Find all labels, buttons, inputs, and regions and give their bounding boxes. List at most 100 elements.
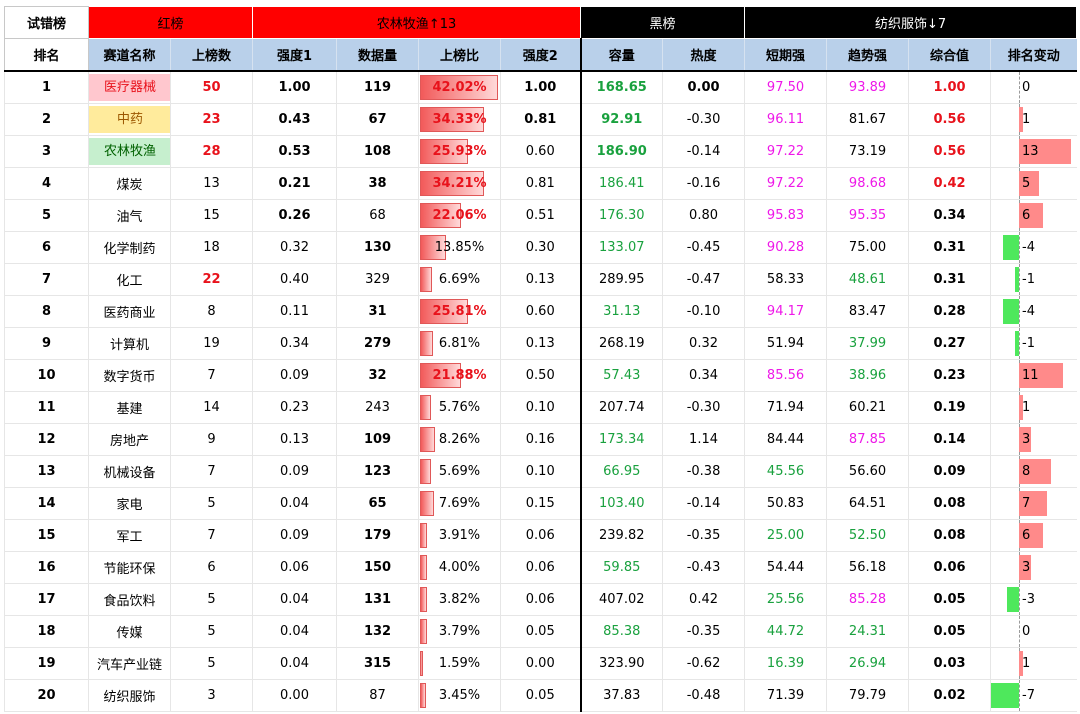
strength1-cell: 0.04 [252, 487, 337, 520]
heat-cell-value: -0.45 [686, 240, 721, 255]
short-strength-cell-value: 44.72 [766, 624, 805, 639]
rank-cell: 12 [4, 423, 89, 456]
table-row: 20 纺织服饰 3 0.00 87 3.45% 0.05 37.83 -0.48 71.39 79.… [4, 679, 1077, 712]
board-header-row: 试错榜 红榜 农林牧渔↑13 黑榜 纺织服饰↓7 [4, 6, 1078, 39]
strength2-cell-value: 0.10 [525, 464, 555, 479]
data-volume-cell-value: 315 [363, 656, 392, 671]
count-cell: 28 [169, 135, 253, 168]
rank-change-value: -1 [1022, 336, 1035, 351]
rank-change-value: 13 [1022, 144, 1039, 159]
composite-cell-value: 0.05 [933, 592, 966, 607]
count-cell-value: 50 [202, 80, 221, 95]
heat-cell: -0.48 [662, 679, 745, 712]
data-volume-cell: 68 [336, 199, 419, 232]
heat-cell-value: -0.14 [686, 144, 721, 159]
table-row: 5 油气 15 0.26 68 22.06% 0.51 176.30 0.80 95.83 95.3… [4, 199, 1077, 232]
rank-change-axis [1019, 584, 1021, 615]
heat-cell-value: 0.80 [689, 208, 718, 223]
sector-name-cell: 机械设备 [88, 455, 171, 488]
sector-name-cell-value: 煤炭 [116, 178, 143, 193]
data-volume-cell: 38 [336, 167, 419, 200]
strength2-cell-value: 0.60 [525, 144, 555, 159]
ratio-cell-value: 3.82% [438, 592, 481, 607]
rank-cell-value: 13 [37, 464, 56, 479]
rank-change-value: 0 [1022, 80, 1031, 95]
strength1-cell-value: 0.06 [280, 560, 309, 575]
strength2-cell: 0.51 [500, 199, 581, 232]
trend-strength-cell-value: 83.47 [848, 304, 887, 319]
sector-name-cell-value: 化工 [116, 274, 143, 289]
capacity-cell: 186.41 [579, 167, 663, 200]
count-cell-value: 15 [203, 208, 220, 223]
rank-cell-value: 15 [37, 528, 56, 543]
data-volume-cell: 329 [336, 263, 419, 296]
strength1-cell-value: 0.13 [280, 432, 309, 447]
heat-cell: -0.35 [662, 615, 745, 648]
composite-cell-value: 1.00 [933, 80, 966, 95]
strength2-cell-value: 0.06 [525, 592, 555, 607]
ratio-cell-value: 34.33% [432, 112, 487, 127]
short-strength-cell-value: 50.83 [766, 496, 805, 511]
composite-cell: 0.02 [908, 679, 991, 712]
rank-change-value: -1 [1022, 272, 1035, 287]
count-cell: 5 [169, 615, 253, 648]
strength2-cell-value: 0.50 [525, 368, 555, 383]
rank-change-bar [1019, 427, 1032, 452]
composite-cell-value: 0.42 [933, 176, 966, 191]
rank-change-axis [1019, 680, 1021, 711]
rank-cell: 18 [4, 615, 89, 648]
strength1-cell: 0.04 [252, 583, 337, 616]
count-cell-value: 5 [207, 656, 216, 671]
capacity-cell: 133.07 [579, 231, 663, 264]
trend-strength-cell-value: 81.67 [848, 112, 887, 127]
sector-name-cell: 数字货币 [88, 359, 171, 392]
rank-cell-value: 19 [37, 656, 56, 671]
strength2-cell: 0.06 [500, 551, 581, 584]
composite-cell: 1.00 [908, 71, 991, 104]
sector-name-cell: 基建 [88, 391, 171, 424]
short-strength-cell-value: 58.33 [766, 272, 805, 287]
composite-cell-value: 0.31 [933, 272, 966, 287]
trend-strength-cell: 56.60 [826, 455, 909, 488]
table-row: 1 医疗器械 50 1.00 119 42.02% 1.00 168.65 0.00 97.50 9… [4, 71, 1077, 104]
rank-change-cell: 3 [990, 551, 1077, 584]
capacity-cell-value: 407.02 [599, 592, 645, 607]
composite-cell-value: 0.28 [933, 304, 966, 319]
strength2-cell-value: 0.30 [525, 240, 555, 255]
sector-name-cell-value: 基建 [116, 402, 143, 417]
rank-change-cell: 11 [990, 359, 1077, 392]
heat-cell-value: 0.34 [689, 368, 718, 383]
count-cell-value: 5 [207, 496, 216, 511]
rank-change-axis [1019, 72, 1021, 103]
black-board-label: 黑榜 [580, 6, 746, 39]
strength1-cell-value: 1.00 [278, 80, 311, 95]
sector-name-cell: 房地产 [88, 423, 171, 456]
composite-cell: 0.09 [908, 455, 991, 488]
composite-cell-value: 0.02 [933, 688, 966, 703]
composite-cell-value: 0.56 [933, 144, 966, 159]
ratio-cell: 3.91% [418, 519, 501, 552]
strength2-cell: 0.81 [500, 103, 581, 136]
data-volume-cell: 87 [336, 679, 419, 712]
trend-strength-cell: 98.68 [826, 167, 909, 200]
trend-strength-cell: 81.67 [826, 103, 909, 136]
strength1-cell: 0.26 [252, 199, 337, 232]
count-cell-value: 5 [207, 624, 216, 639]
ratio-cell-value: 25.93% [432, 144, 487, 159]
trend-strength-cell: 75.00 [826, 231, 909, 264]
ratio-cell-value: 6.69% [438, 272, 481, 287]
rank-change-bar [1019, 651, 1024, 676]
composite-cell-value: 0.05 [933, 624, 966, 639]
composite-cell: 0.08 [908, 487, 991, 520]
sector-name-cell: 食品饮料 [88, 583, 171, 616]
ratio-cell: 25.81% [418, 295, 501, 328]
table-row: 2 中药 23 0.43 67 34.33% 0.81 92.91 -0.30 96.11 81.6… [4, 103, 1077, 136]
count-cell-value: 22 [202, 272, 221, 287]
strength2-cell: 0.06 [500, 583, 581, 616]
rank-change-bar [1019, 459, 1052, 484]
sector-name-cell-value: 纺织服饰 [103, 690, 156, 705]
sector-name-cell: 汽车产业链 [88, 647, 171, 680]
sector-name-cell: 油气 [88, 199, 171, 232]
ratio-cell: 42.02% [418, 71, 501, 104]
heat-cell-value: -0.14 [686, 496, 721, 511]
